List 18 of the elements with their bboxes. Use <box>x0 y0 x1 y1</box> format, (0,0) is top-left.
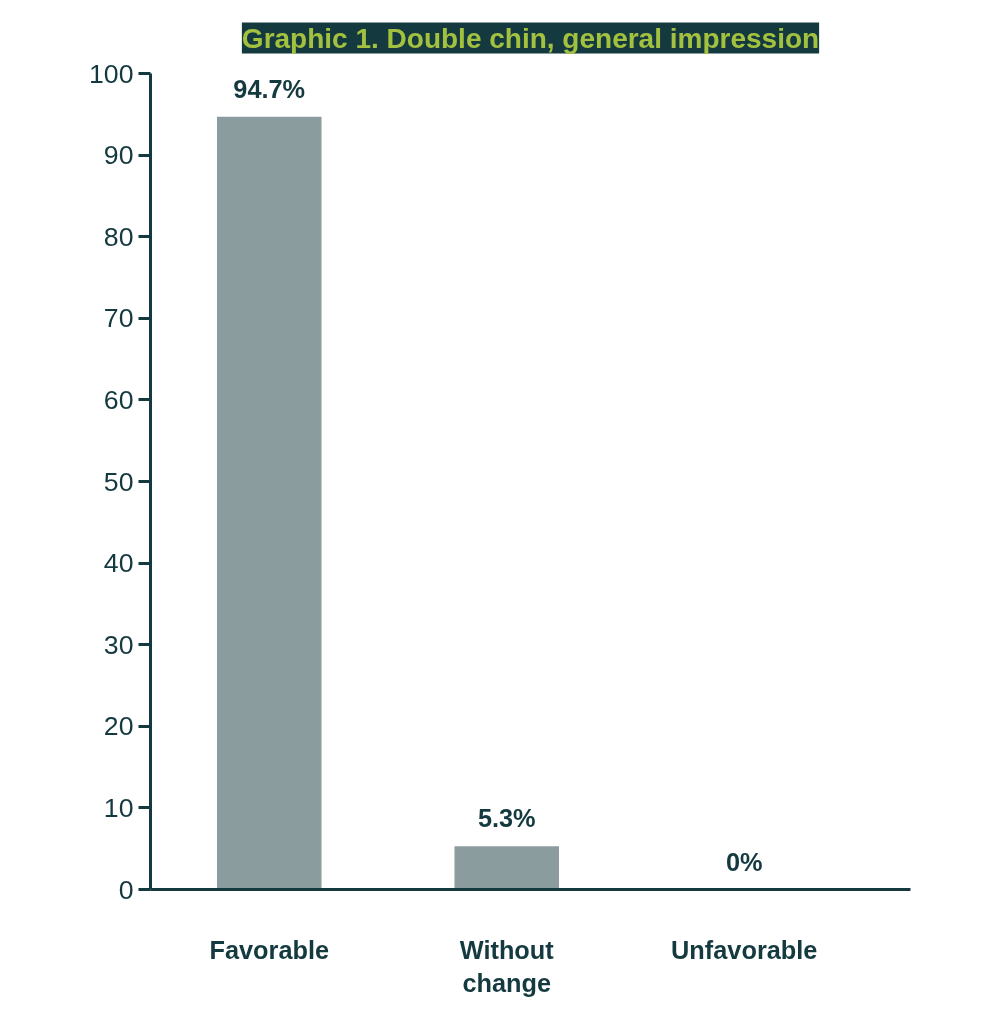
y-tick-label: 60 <box>103 384 134 415</box>
y-tick-label: 50 <box>103 466 134 497</box>
x-tick-label: Without change <box>459 935 555 998</box>
y-tick-label: 0 <box>118 874 134 905</box>
y-tick-label: 40 <box>103 548 134 579</box>
data-label: 0% <box>725 847 763 876</box>
data-label: 94.7% <box>233 74 306 103</box>
y-tick-label: 20 <box>103 711 134 742</box>
y-tick-label: 100 <box>89 58 134 89</box>
y-tick-label: 30 <box>103 629 134 660</box>
data-label: 5.3% <box>477 804 536 833</box>
x-tick-label: Favorable <box>209 935 330 964</box>
y-tick-label: 80 <box>103 221 134 252</box>
chart-title: Graphic 1. Double chin, general impression <box>241 22 820 54</box>
y-tick-label: 10 <box>103 792 134 823</box>
y-tick-label: 90 <box>103 140 134 171</box>
y-tick-label: 70 <box>103 303 134 334</box>
x-tick-label: Unfavorable <box>671 935 818 964</box>
